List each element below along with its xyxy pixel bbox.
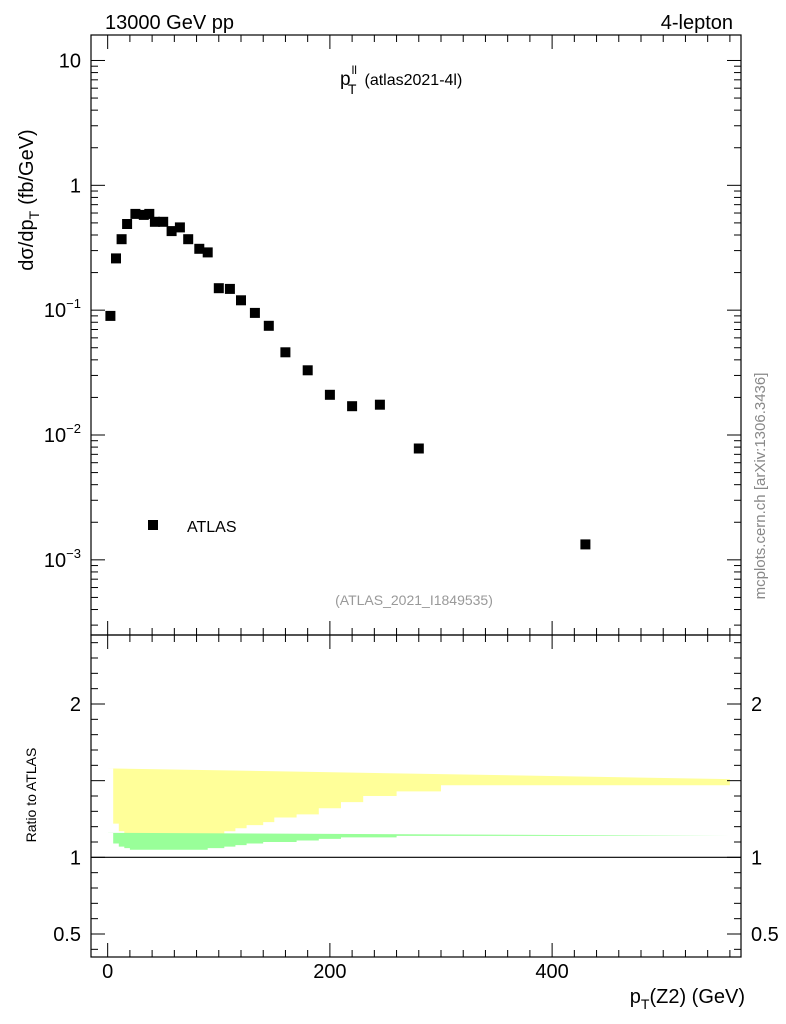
x-tick-label: 400 — [535, 961, 568, 983]
data-point — [280, 347, 291, 358]
data-point — [111, 253, 121, 264]
data-point — [183, 234, 194, 245]
main-y-tick-label: 10−3 — [44, 546, 81, 572]
main-y-tick-label: 10 — [59, 50, 81, 72]
data-point — [158, 216, 169, 227]
energy-label: 13000 GeV pp — [105, 12, 234, 34]
legend-marker — [148, 520, 158, 530]
data-point — [202, 247, 213, 258]
process-label: 4-lepton — [661, 12, 733, 34]
data-point — [324, 389, 335, 400]
data-point — [149, 216, 160, 227]
main-y-tick-label-base: 1 — [70, 175, 81, 197]
data-point — [374, 399, 385, 410]
data-point — [213, 283, 224, 294]
x-axis-label-subscript: T — [641, 996, 650, 1012]
axis-ticks — [91, 35, 741, 957]
data-point — [224, 283, 235, 294]
mcplots-credit: mcplots.cern.ch [arXiv:1306.3436] — [752, 373, 769, 600]
x-tick-label: 200 — [313, 961, 346, 983]
total-uncertainty-band — [107, 768, 730, 839]
plot-title-main: p — [340, 69, 351, 90]
main-y-tick-label-exponent: −3 — [66, 546, 81, 561]
ratio-y-tick-label-right: 0.5 — [751, 924, 779, 946]
data-point — [413, 443, 424, 454]
ratio-y-tick-labels: 2 2 1 1 0.5 0.5 — [53, 694, 779, 946]
data-point — [249, 307, 260, 318]
legend-label: ATLAS — [187, 519, 237, 536]
data-point — [263, 320, 274, 331]
main-y-axis-label-subscript: T — [26, 210, 42, 219]
data-point — [236, 295, 246, 306]
x-axis-label-text: p — [630, 986, 641, 1008]
ratio-y-axis-label: Ratio to ATLAS — [23, 748, 39, 843]
data-point — [580, 539, 591, 550]
x-tick-label: 0 — [102, 961, 113, 983]
ratio-bands — [107, 768, 730, 850]
ratio-y-tick-label-right: 1 — [751, 847, 762, 869]
x-tick-labels: 0 200 400 — [102, 961, 569, 983]
x-axis-label-rest: (Z2) (GeV) — [649, 986, 745, 1008]
main-y-tick-label: 1 — [70, 175, 81, 197]
data-point — [116, 234, 127, 245]
main-y-axis-label-unit: (fb/GeV) — [16, 129, 38, 205]
data-point — [105, 310, 116, 321]
plot-title-tag: (atlas2021-4l) — [364, 72, 462, 89]
main-plot-frame — [90, 34, 742, 636]
data-points — [105, 208, 591, 550]
ratio-y-tick-label-right: 2 — [751, 694, 762, 716]
ratio-y-tick-label-left: 0.5 — [53, 924, 81, 946]
main-y-tick-label-exponent: −1 — [66, 296, 81, 311]
main-y-tick-label-exponent: −2 — [66, 421, 81, 436]
data-point — [130, 208, 141, 219]
x-axis-label: pT(Z2) (GeV) — [630, 986, 745, 1012]
analysis-watermark: (ATLAS_2021_I1849535) — [335, 592, 493, 608]
main-y-tick-label-base: 10 — [44, 300, 66, 322]
main-y-axis-label-text: dσ/dp — [16, 219, 38, 270]
plot-title-superscript: ll — [352, 63, 357, 77]
main-y-tick-label: 10−2 — [44, 421, 81, 447]
data-point — [302, 365, 313, 376]
data-point — [144, 208, 155, 219]
data-point — [347, 401, 358, 412]
main-y-axis-label: dσ/dpT (fb/GeV) — [16, 129, 42, 270]
plot-title-subscript: T — [348, 81, 357, 97]
plot-title: pll T (atlas2021-4l) — [340, 63, 462, 97]
data-point — [138, 209, 149, 220]
main-y-tick-label-base: 10 — [44, 425, 66, 447]
ratio-y-tick-label-left: 2 — [70, 694, 81, 716]
statistical-uncertainty-band — [107, 832, 730, 850]
data-point — [122, 219, 133, 229]
ratio-y-tick-label-left: 1 — [70, 847, 81, 869]
main-y-tick-label-base: 10 — [59, 50, 81, 72]
data-point — [194, 243, 205, 254]
main-y-tick-label: 10−1 — [44, 296, 81, 322]
data-point — [166, 226, 177, 237]
main-y-tick-label-base: 10 — [44, 550, 66, 572]
data-point — [174, 222, 185, 233]
